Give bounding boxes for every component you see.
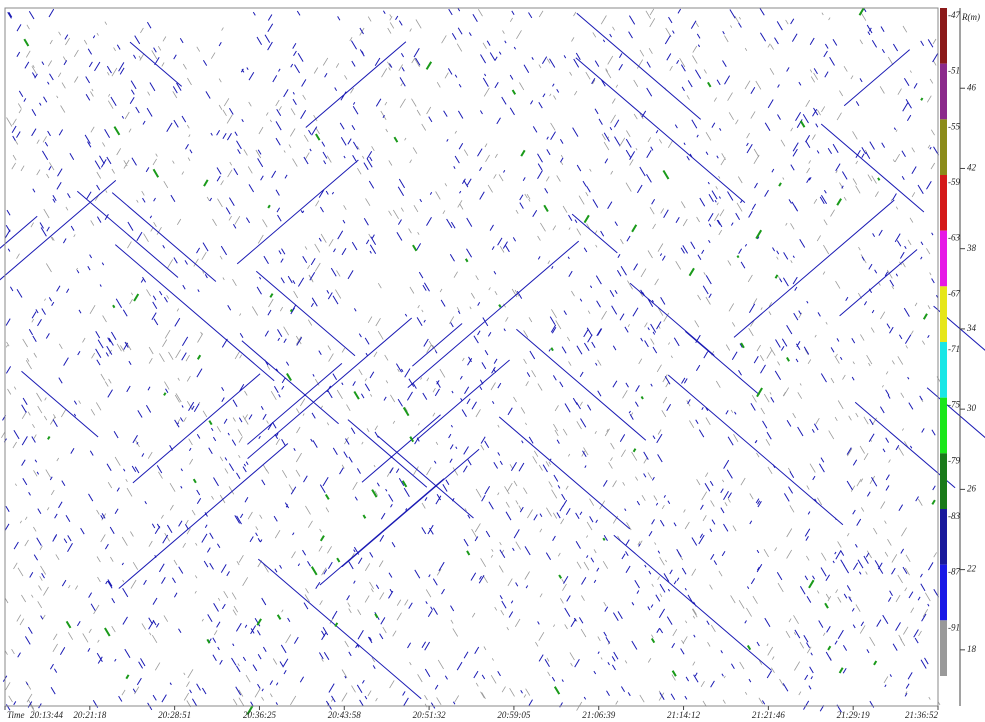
y-tick-label: 26 <box>967 483 977 493</box>
y-tick-label: 42 <box>967 163 977 173</box>
x-tick-label: 21:36:52 <box>905 710 938 720</box>
colorbar-label: -47 <box>948 10 960 20</box>
colorbar-segment <box>940 231 947 287</box>
colorbar-label: -71 <box>948 344 960 354</box>
y-tick-label: 46 <box>967 82 977 92</box>
colorbar-segment <box>940 64 947 120</box>
y-tick-label: 18 <box>967 644 977 654</box>
colorbar-segment <box>940 509 947 565</box>
x-tick-label: 21:14:12 <box>667 710 700 720</box>
colorbar-segment <box>940 453 947 509</box>
colorbar-label: -67 <box>948 288 960 298</box>
colorbar-segment <box>940 8 947 64</box>
x-tick-label: 20:59:05 <box>497 710 530 720</box>
colorbar-label: -87 <box>948 567 960 577</box>
x-tick-label: 20:43:58 <box>328 710 361 720</box>
colorbar-segment <box>940 620 947 676</box>
colorbar-segment <box>940 342 947 398</box>
colorbar-segment <box>940 119 947 175</box>
y-axis-label: R(m) <box>961 12 980 22</box>
colorbar-label: -83 <box>948 511 960 521</box>
colorbar-segment <box>940 398 947 454</box>
colorbar-segment <box>940 286 947 342</box>
colorbar-label: -59 <box>948 177 960 187</box>
colorbar-label: -55 <box>948 121 960 131</box>
x-tick-label: 21:06:39 <box>582 710 615 720</box>
y-tick-label: 30 <box>966 403 977 413</box>
colorbar-segment <box>940 175 947 231</box>
colorbar-label: -51 <box>948 66 960 76</box>
echogram-view: R(m) Time 46 42 38 34 30 26 22 18 -47 -51 -55 -59 -6… <box>0 0 985 722</box>
y-tick-label: 34 <box>966 323 977 333</box>
x-tick-label: 20:51:32 <box>413 710 446 720</box>
x-axis-label: Time <box>7 710 25 720</box>
colorbar-segment <box>940 565 947 621</box>
colorbar-label: -91 <box>948 622 960 632</box>
y-tick-label: 22 <box>967 564 977 574</box>
x-tick-label: 20:21:18 <box>73 710 106 720</box>
x-tick-label: 20:28:51 <box>158 710 191 720</box>
colorbar-label: -75 <box>948 400 960 410</box>
y-tick-label: 38 <box>966 243 977 253</box>
x-tick-label: 20:13:44 <box>30 710 63 720</box>
x-tick-label: 20:36:25 <box>243 710 276 720</box>
x-tick-label: 21:29:19 <box>837 710 870 720</box>
x-tick-label: 21:21:46 <box>752 710 785 720</box>
colorbar-label: -63 <box>948 233 960 243</box>
colorbar-label: -79 <box>948 455 960 465</box>
